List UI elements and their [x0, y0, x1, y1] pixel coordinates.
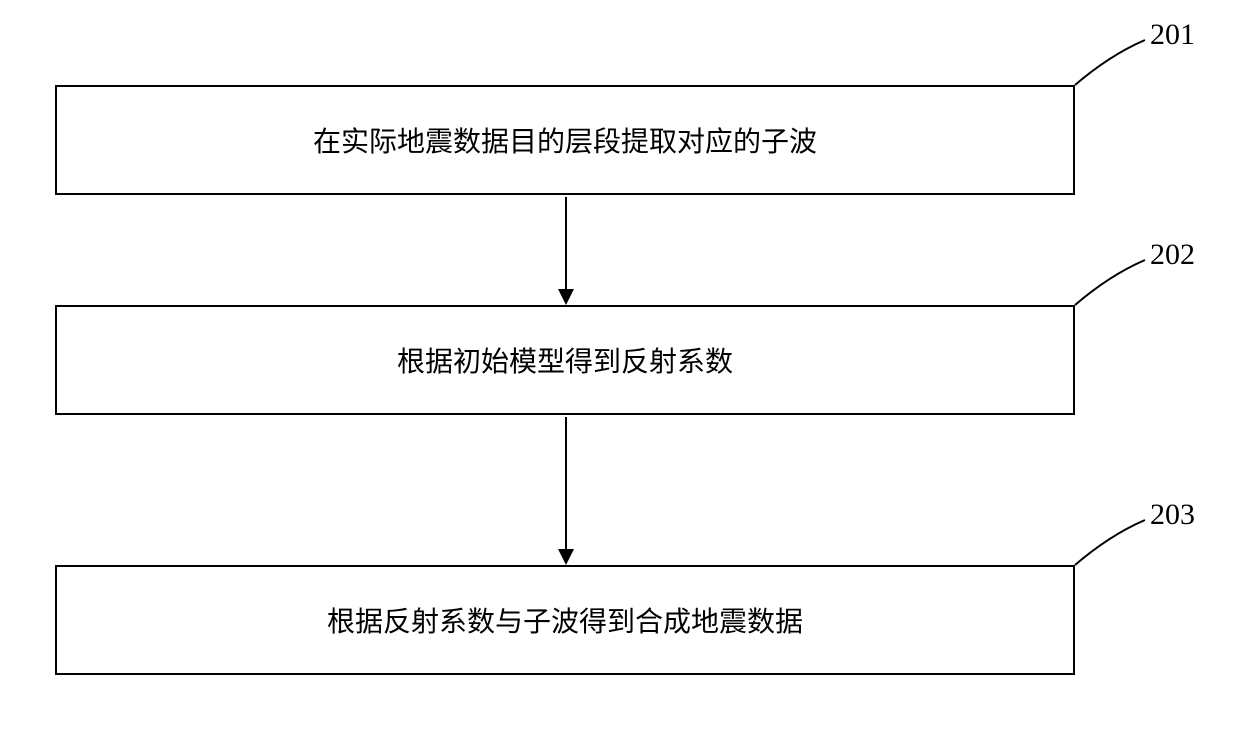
step-2-box: 根据初始模型得到反射系数: [55, 305, 1075, 415]
flowchart-canvas: 在实际地震数据目的层段提取对应的子波 201 根据初始模型得到反射系数 202 …: [0, 0, 1240, 729]
arrow-1-2-line: [565, 197, 567, 289]
arrow-2-3-line: [565, 417, 567, 549]
step-2-label: 202: [1150, 238, 1195, 272]
step-3-text: 根据反射系数与子波得到合成地震数据: [327, 600, 803, 640]
step-3-label: 203: [1150, 498, 1195, 532]
step-1-box: 在实际地震数据目的层段提取对应的子波: [55, 85, 1075, 195]
step-2-text: 根据初始模型得到反射系数: [397, 340, 733, 380]
arrow-1-2-head: [558, 289, 574, 305]
step-1-label: 201: [1150, 18, 1195, 52]
step-1-text: 在实际地震数据目的层段提取对应的子波: [313, 120, 817, 160]
step-3-box: 根据反射系数与子波得到合成地震数据: [55, 565, 1075, 675]
arrow-2-3-head: [558, 549, 574, 565]
